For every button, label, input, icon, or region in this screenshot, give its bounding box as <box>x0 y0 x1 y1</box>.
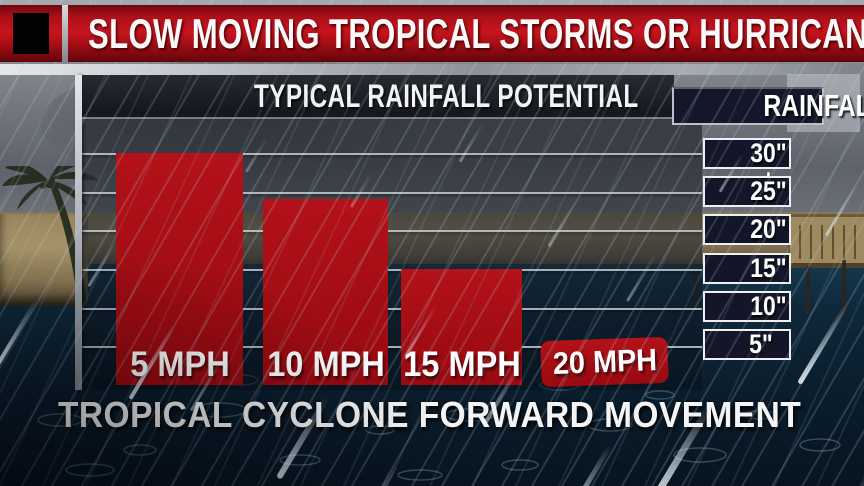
station-logo <box>13 13 49 54</box>
legend-level-label: 10" <box>750 291 787 321</box>
header-banner: SLOW MOVING TROPICAL STORMS OR HURRICANE… <box>68 5 864 62</box>
legend-level-20in: 20" <box>703 214 791 245</box>
bar-category-label: 20 MPH <box>551 342 658 381</box>
legend-level-30in: 30" + <box>703 138 791 193</box>
banner-logo-block <box>0 5 62 62</box>
chart-title-bar: TYPICAL RAINFALL POTENTIAL <box>82 75 674 119</box>
legend-level-25in: 25" <box>703 176 791 207</box>
legend-level-label: 15" <box>750 253 787 283</box>
pier-post <box>806 266 810 314</box>
legend-level-label: 25" <box>750 176 787 206</box>
y-axis-line <box>75 75 82 390</box>
legend-level-label: 20" <box>750 214 787 244</box>
pier-fence <box>788 214 864 268</box>
legend-level-5in: 5" <box>703 329 791 360</box>
x-axis-label: TROPICAL CYCLONE FORWARD MOVEMENT <box>58 394 802 435</box>
legend-level-10in: 10" <box>703 291 791 322</box>
legend-level-15in: 15" <box>703 253 791 284</box>
header-title: SLOW MOVING TROPICAL STORMS OR HURRICANE… <box>88 10 864 57</box>
pier-post <box>842 260 846 316</box>
legend-level-label: 5" <box>749 329 773 359</box>
chart-title: TYPICAL RAINFALL POTENTIAL <box>254 78 639 114</box>
legend-title-box: RAINFALL <box>672 87 864 125</box>
legend-title: RAINFALL <box>763 88 864 123</box>
metal-divider-bar <box>0 64 864 75</box>
